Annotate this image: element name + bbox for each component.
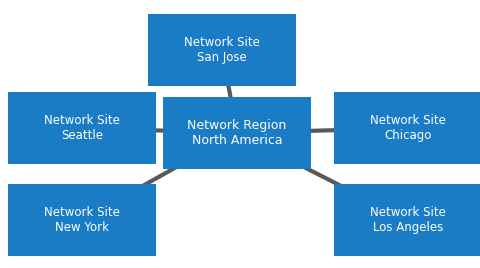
FancyBboxPatch shape (148, 14, 295, 86)
FancyBboxPatch shape (163, 97, 311, 169)
FancyBboxPatch shape (333, 92, 480, 164)
FancyBboxPatch shape (333, 184, 480, 256)
Text: Network Site
New York: Network Site New York (44, 206, 120, 234)
Text: Network Site
Los Angeles: Network Site Los Angeles (369, 206, 445, 234)
Text: Network Site
San Jose: Network Site San Jose (184, 36, 259, 64)
Text: Network Site
Seattle: Network Site Seattle (44, 114, 120, 142)
Text: Network Region
North America: Network Region North America (187, 119, 286, 147)
FancyBboxPatch shape (8, 92, 156, 164)
FancyBboxPatch shape (8, 184, 156, 256)
Text: Network Site
Chicago: Network Site Chicago (369, 114, 445, 142)
